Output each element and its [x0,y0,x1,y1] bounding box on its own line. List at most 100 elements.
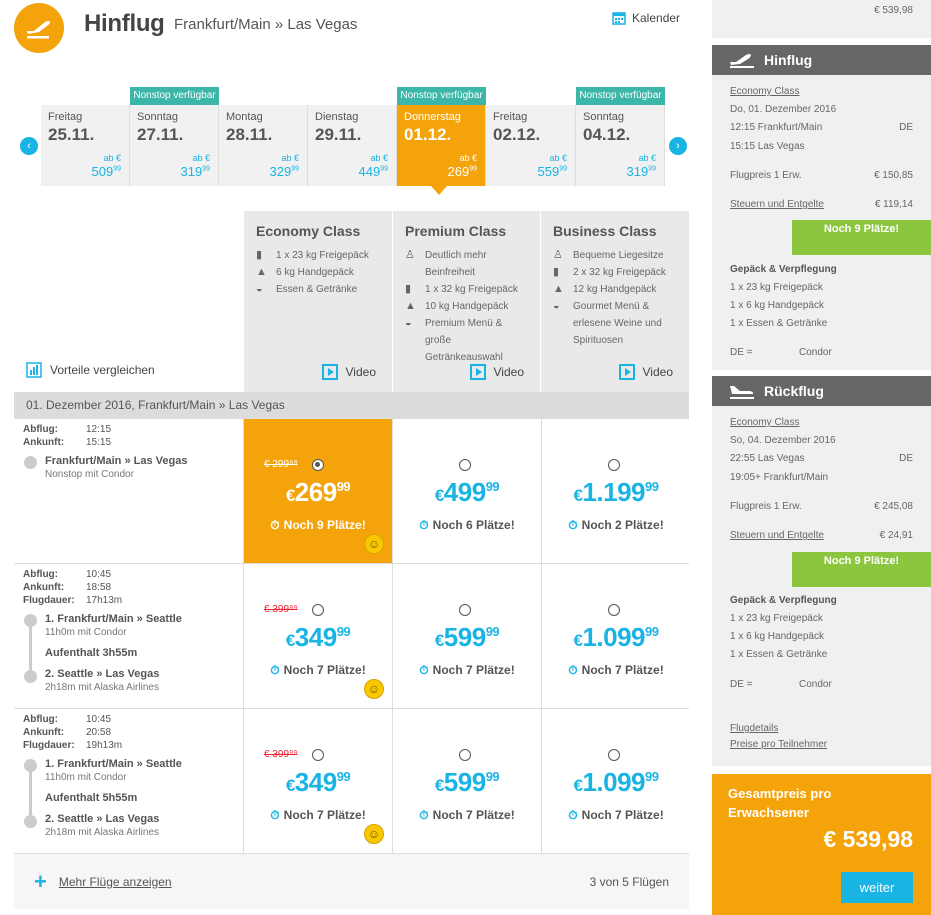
baggage-item: 1 x 23 kg Freigepäck [730,613,823,624]
tax-amount: € 119,14 [874,199,913,210]
outbound-date: Do, 01. Dezember 2016 [730,104,837,115]
label: Abflug: [23,714,58,725]
date-price: 50999 [91,164,122,179]
return-code: DE [899,453,913,464]
segment-dot [24,759,37,772]
return-class[interactable]: Economy Class [730,417,800,428]
continue-button[interactable]: weiter [841,872,913,903]
outbound-class[interactable]: Economy Class [730,86,800,97]
fare-price: €59999 [434,767,500,797]
seat-icon: ♙ [405,249,415,261]
fare-price: €34999 [285,622,351,652]
price-per-person-link[interactable]: Preise pro Teilnehmer [730,739,828,750]
date-day: Freitag [48,111,83,123]
fare-premium[interactable]: €59999 ⏱ Noch 7 Plätze! [392,709,541,853]
baggage-item: 1 x Essen & Getränke [730,318,828,329]
carrier-code: DE = [730,679,753,690]
feature: ◒ Gourmet Menü & erlesene Weine und Spiri… [553,300,662,346]
play-icon [618,364,635,380]
date-prev-button[interactable]: ‹ [20,137,38,155]
seats-badge: Noch 9 Plätze! [792,220,931,255]
date-option[interactable]: Montag 28.11. ab € 32999 [219,105,308,186]
tax-link[interactable]: Steuern und Entgelte [730,530,824,541]
fare-price: €59999 [434,622,500,652]
nonstop-badge: Nonstop verfügbar [576,87,665,105]
label: Abflug: [23,424,58,435]
calendar-button[interactable]: Kalender [612,11,680,25]
date-option[interactable]: Freitag 02.12. ab € 55999 [486,105,576,186]
flight-details-link[interactable]: Flugdetails [730,723,779,734]
fare-radio[interactable] [312,459,324,471]
plus-icon[interactable]: + [34,868,47,894]
summary-top [712,0,931,38]
date-option[interactable]: Dienstag 29.11. ab € 44999 [308,105,397,186]
video-link[interactable]: Video [321,364,376,380]
date-price: 31999 [180,164,211,179]
fare-economy[interactable]: € 399⁹⁹ €34999 ⏱ Noch 7 Plätze! ☺ [243,564,392,708]
date-day: Montag [226,111,263,123]
label: Flugdauer: [23,740,75,751]
feature: ♙ Deutlich mehr Beinfreiheit [405,249,487,278]
old-price: € 399⁹⁹ [264,749,298,760]
fare-premium[interactable]: €59999 ⏱ Noch 7 Plätze! [392,564,541,708]
summary-top-price: € 539,98 [874,5,913,16]
fare-economy[interactable]: € 399⁹⁹ €34999 ⏱ Noch 7 Plätze! ☺ [243,709,392,853]
more-flights-link[interactable]: Mehr Flüge anzeigen [58,874,172,889]
fare-amount: € 245,08 [874,501,913,512]
return-departure: 22:55 Las Vegas [730,453,805,464]
tax-link[interactable]: Steuern und Entgelte [730,199,824,210]
date-option-selected[interactable]: Donnerstag 01.12. ab € 26999 [397,105,486,186]
stopwatch-icon: ⏱ [270,663,280,677]
date-next-button[interactable]: › [669,137,687,155]
flight-list-subheader: 01. Dezember 2016, Frankfurt/Main » Las … [14,392,689,419]
fare-radio[interactable] [312,604,324,616]
segment-route: 2. Seattle » Las Vegas [45,668,160,680]
video-link[interactable]: Video [618,364,673,380]
stopwatch-icon: ⏱ [568,518,578,532]
segment-route: Frankfurt/Main » Las Vegas [45,455,188,467]
luggage-icon: ▮ [256,249,263,261]
outbound-arrival: 15:15 Las Vegas [730,141,805,152]
fare-radio[interactable] [459,604,471,616]
fare-radio[interactable] [459,749,471,761]
class-name: Premium Class [405,223,507,239]
smiley-icon: ☺ [364,534,384,554]
fare-business[interactable]: €1.09999 ⏱ Noch 7 Plätze! [541,709,690,853]
fare-radio[interactable] [608,604,620,616]
layover: Aufenthalt 5h55m [45,792,138,804]
date-day: Freitag [493,111,528,123]
tax-amount: € 24,91 [879,530,913,541]
compare-benefits-link[interactable]: Vorteile vergleichen [26,362,155,378]
return-arrival: 19:05+ Frankfurt/Main [730,472,829,483]
fare-economy-selected[interactable]: € 299⁹⁹ €26999 ⏱ Noch 9 Plätze! ☺ [243,419,392,563]
fare-business[interactable]: €1.19999 ⏱ Noch 2 Plätze! [541,419,690,563]
fare-radio[interactable] [459,459,471,471]
date-option[interactable]: Sonntag 27.11. ab € 31999 [130,105,219,186]
stopwatch-icon: ⏱ [270,518,280,532]
fare-business[interactable]: €1.09999 ⏱ Noch 7 Plätze! [541,564,690,708]
date-option[interactable]: Freitag 25.11. ab € 50999 [41,105,130,186]
chevron-left-icon: ‹ [27,140,31,152]
date-day: Sonntag [137,111,178,123]
calendar-label: Kalender [632,11,681,25]
segment-carrier: 2h18m mit Alaska Airlines [45,682,159,693]
stopwatch-icon: ⏱ [270,808,280,822]
seats-left: ⏱ Noch 7 Plätze! [419,663,515,677]
fare-radio[interactable] [608,459,620,471]
duration: 19h13m [86,740,123,751]
fare-premium[interactable]: €49999 ⏱ Noch 6 Plätze! [392,419,541,563]
video-link[interactable]: Video [469,364,524,380]
date-price: 32999 [269,164,300,179]
fare-radio[interactable] [608,749,620,761]
return-header: Rückflug [712,376,931,406]
meal-icon: ◒ [405,317,412,329]
fare-radio[interactable] [312,749,324,761]
class-name: Economy Class [256,223,361,239]
label: Ankunft: [23,727,65,738]
flight-row: Abflug: 12:15 Ankunft: 15:15 Frankfurt/Mai… [14,419,689,564]
date-option[interactable]: Sonntag 04.12. ab € 31999 [576,105,665,186]
fare-price: €1.19999 [573,477,659,507]
segment-dot [24,815,37,828]
booking-summary-sidebar: € 539,98 Hinflug Economy Class Do, 01. D… [712,0,931,915]
feature: ▮ 1 x 32 kg Freigepäck [405,281,528,298]
